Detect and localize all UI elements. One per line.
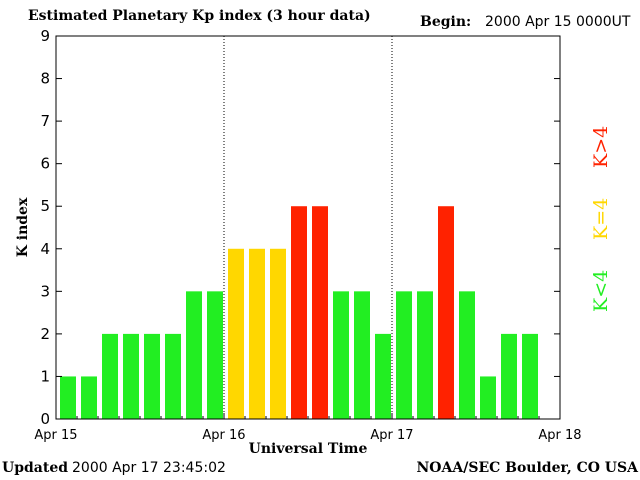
kp-bar bbox=[123, 333, 139, 419]
chart-title: Estimated Planetary Kp index (3 hour dat… bbox=[28, 8, 371, 24]
kp-bar bbox=[522, 333, 538, 419]
y-tick-label: 5 bbox=[40, 197, 50, 215]
kp-bar bbox=[480, 376, 496, 419]
x-axis-label: Universal Time bbox=[249, 441, 368, 457]
kp-bar bbox=[228, 248, 244, 419]
begin-value: 2000 Apr 15 0000UT bbox=[485, 14, 631, 30]
kp-bar bbox=[144, 333, 160, 419]
y-tick-label: 6 bbox=[40, 155, 50, 173]
x-tick-label: Apr 18 bbox=[538, 428, 581, 443]
kp-bar bbox=[312, 206, 328, 419]
kp-bar bbox=[186, 291, 202, 419]
y-tick-label: 4 bbox=[40, 240, 50, 258]
begin-label: Begin: bbox=[420, 14, 472, 30]
y-tick-label: 7 bbox=[40, 112, 50, 130]
kp-bar bbox=[333, 291, 349, 419]
x-tick-label: Apr 16 bbox=[202, 428, 245, 443]
y-tick-label: 0 bbox=[40, 410, 50, 428]
y-axis-label: K index bbox=[15, 197, 31, 257]
kp-bar bbox=[102, 333, 118, 419]
updated-label: Updated bbox=[2, 460, 69, 476]
y-tick-label: 8 bbox=[40, 70, 50, 88]
kp-bar bbox=[501, 333, 517, 419]
kp-bar bbox=[249, 248, 265, 419]
kp-bar bbox=[291, 206, 307, 419]
legend-low-activity: K<4 bbox=[590, 269, 612, 312]
source-credit: NOAA/SEC Boulder, CO USA bbox=[416, 460, 639, 476]
legend-high-activity: K>4 bbox=[590, 125, 612, 168]
legend-moderate-activity: K=4 bbox=[590, 197, 612, 240]
kp-bar bbox=[396, 291, 412, 419]
kp-bar bbox=[165, 333, 181, 419]
y-tick-label: 1 bbox=[40, 367, 50, 385]
kp-bar bbox=[459, 291, 475, 419]
kp-bar bbox=[417, 291, 433, 419]
y-tick-label: 9 bbox=[40, 27, 50, 45]
y-tick-label: 2 bbox=[40, 325, 50, 343]
kp-bar bbox=[60, 376, 76, 419]
updated-timestamp: 2000 Apr 17 23:45:02 bbox=[72, 460, 226, 476]
kp-bar bbox=[438, 206, 454, 419]
kp-bar bbox=[270, 248, 286, 419]
kp-bar bbox=[354, 291, 370, 419]
x-tick-label: Apr 17 bbox=[370, 428, 413, 443]
x-tick-label: Apr 15 bbox=[34, 428, 77, 443]
kp-bar bbox=[207, 291, 223, 419]
y-tick-label: 3 bbox=[40, 282, 50, 300]
kp-bar bbox=[81, 376, 97, 419]
kp-bar bbox=[375, 333, 391, 419]
